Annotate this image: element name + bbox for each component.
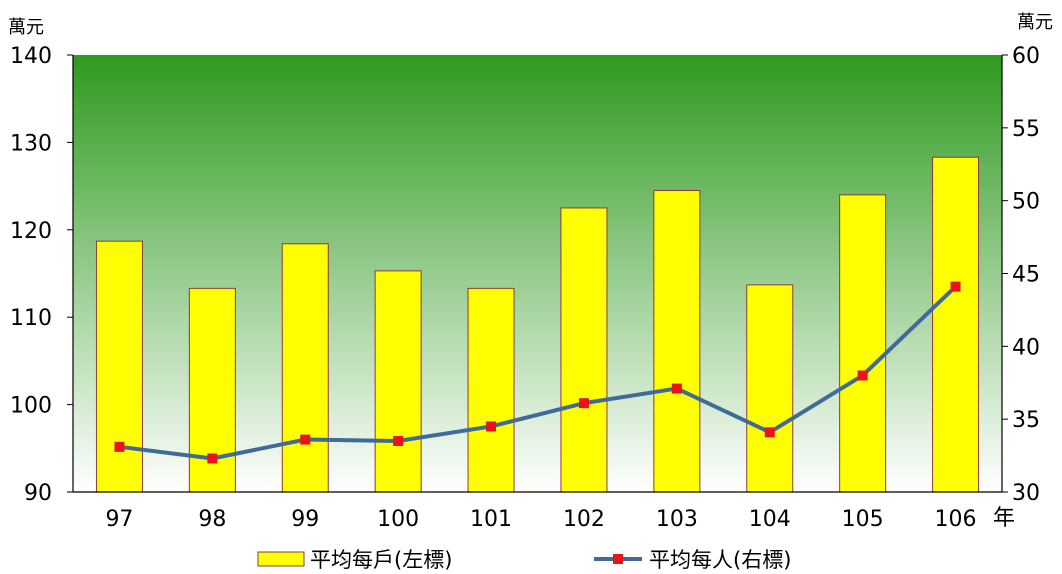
x-tick-label: 100 bbox=[377, 507, 419, 532]
legend-bar-swatch bbox=[257, 551, 305, 567]
legend: 平均每戶(左標) 平均每人(右標) bbox=[257, 548, 791, 572]
x-tick-label: 103 bbox=[656, 507, 698, 532]
right-tick-label: 55 bbox=[1012, 117, 1040, 142]
bar-106 bbox=[932, 156, 980, 493]
bar-105 bbox=[839, 194, 887, 493]
line-point-99 bbox=[300, 434, 311, 445]
x-axis-ticks: 97 98 99 100 101 102 103 104 105 106 bbox=[105, 507, 976, 532]
line-point-98 bbox=[207, 453, 218, 464]
line-point-101 bbox=[486, 421, 497, 432]
line-point-97 bbox=[114, 441, 125, 452]
left-tick-label: 120 bbox=[10, 219, 52, 244]
right-tick-label: 35 bbox=[1012, 408, 1040, 433]
legend-line-marker bbox=[613, 554, 623, 564]
left-tick-label: 90 bbox=[24, 481, 52, 506]
left-tick-label: 110 bbox=[10, 306, 52, 331]
line-point-105 bbox=[857, 370, 868, 381]
left-tick-label: 100 bbox=[10, 394, 52, 419]
line-point-102 bbox=[578, 398, 589, 409]
x-tick-label: 104 bbox=[749, 507, 791, 532]
right-tick-label: 50 bbox=[1012, 190, 1040, 215]
bar-99 bbox=[281, 243, 329, 493]
x-axis-unit: 年 bbox=[993, 506, 1015, 531]
right-axis-unit: 萬元 bbox=[1017, 12, 1053, 33]
right-tick-label: 45 bbox=[1012, 263, 1040, 288]
left-tick-label: 140 bbox=[10, 44, 52, 69]
bar-101 bbox=[467, 287, 515, 493]
left-tick-label: 130 bbox=[10, 131, 52, 156]
right-tick-label: 40 bbox=[1012, 335, 1040, 360]
right-tick-label: 30 bbox=[1012, 481, 1040, 506]
legend-line-label: 平均每人(右標) bbox=[649, 548, 791, 572]
line-path bbox=[119, 285, 957, 461]
x-tick-label: 102 bbox=[563, 507, 605, 532]
bar-97 bbox=[95, 240, 143, 493]
right-axis-ticks: 30 35 40 45 50 55 60 bbox=[1002, 44, 1040, 506]
x-tick-label: 105 bbox=[842, 507, 884, 532]
bar-series bbox=[95, 156, 980, 493]
legend-bar-label: 平均每戶(左標) bbox=[310, 548, 452, 572]
bar-104 bbox=[746, 284, 794, 493]
line-point-106 bbox=[950, 281, 961, 292]
x-tick-label: 99 bbox=[291, 507, 319, 532]
right-tick-label: 60 bbox=[1012, 44, 1040, 69]
x-tick-label: 98 bbox=[198, 507, 226, 532]
line-point-104 bbox=[764, 427, 775, 438]
left-axis-unit: 萬元 bbox=[8, 17, 44, 38]
line-series bbox=[114, 281, 961, 464]
bar-102 bbox=[560, 207, 608, 493]
x-tick-label: 97 bbox=[105, 507, 133, 532]
line-point-103 bbox=[671, 383, 682, 394]
left-axis-ticks: 90 100 110 120 130 140 bbox=[10, 44, 73, 506]
bar-103 bbox=[653, 189, 701, 493]
x-tick-label: 101 bbox=[470, 507, 512, 532]
bar-100 bbox=[374, 270, 422, 493]
line-point-100 bbox=[393, 436, 404, 447]
x-tick-label: 106 bbox=[935, 507, 977, 532]
